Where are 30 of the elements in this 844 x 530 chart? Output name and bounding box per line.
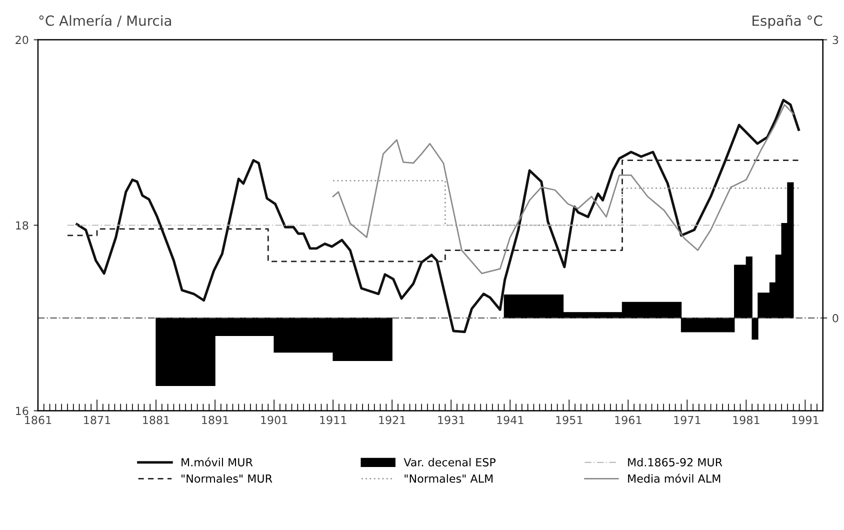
line-series — [332, 104, 794, 274]
x-tick-label: 1961 — [615, 416, 642, 424]
x-tick-label: 1921 — [379, 416, 406, 424]
y-tick-label: 20 — [16, 36, 28, 44]
x-tick-label: 1911 — [320, 416, 346, 424]
legend-label: Md.1865-92 MUR — [628, 458, 722, 466]
x-tick-label: 1891 — [202, 416, 228, 424]
x-tick-label: 1931 — [438, 416, 464, 424]
line-series — [66, 160, 800, 262]
x-tick-label: 1951 — [556, 416, 582, 424]
x-tick-label: 1901 — [261, 416, 288, 424]
x-tick-label: 1991 — [792, 416, 818, 424]
x-tick-label: 1861 — [25, 416, 52, 424]
x-tick-label: 1971 — [674, 416, 700, 424]
line-series — [76, 98, 800, 334]
legend-label: M.móvil MUR — [182, 457, 253, 466]
legend-label: "Normales" MUR — [182, 474, 272, 483]
y-tick-label: 16 — [16, 406, 28, 416]
legend-label: Var. decenal ESP — [404, 458, 496, 466]
y-axis-title: °C Almería / Murcia — [39, 14, 171, 28]
x-tick-label: 1871 — [84, 416, 110, 424]
y2-tick-label: 3 — [832, 36, 838, 44]
x-tick-label: 1881 — [143, 416, 170, 424]
legend-label: Media móvil ALM — [628, 474, 720, 483]
y2-axis-title: España °C — [752, 14, 822, 29]
y-tick-label: 18 — [16, 221, 28, 230]
x-tick-label: 1981 — [733, 416, 760, 424]
legend-label: "Normales" ALM — [404, 474, 493, 483]
x-tick-label: 1941 — [497, 416, 524, 424]
y2-tick-label: 0 — [832, 314, 838, 322]
